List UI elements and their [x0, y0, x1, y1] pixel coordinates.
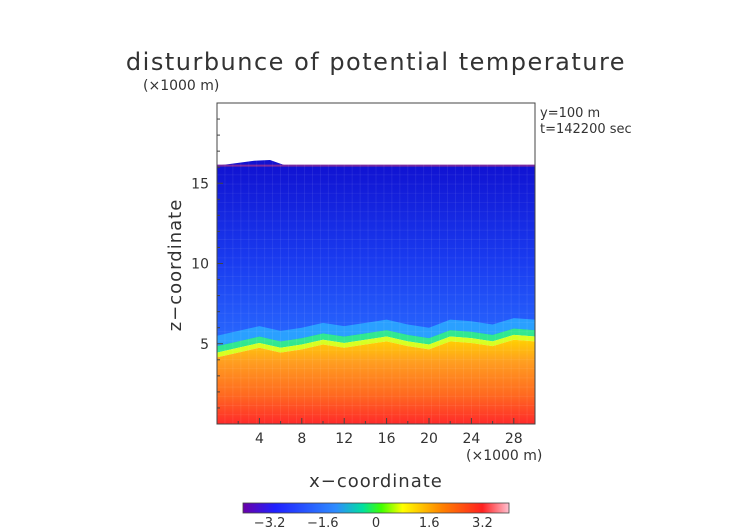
x-axis-ticks: 4 8 12 16 20 24 28 — [237, 418, 523, 447]
colorbar-tick-label: −3.2 — [254, 516, 286, 531]
x-tick-label: 4 — [255, 431, 264, 447]
y-tick-label: 5 — [200, 337, 209, 353]
x-tick-label: 8 — [297, 431, 306, 447]
y-axis-label: z−coordinate — [165, 199, 186, 332]
x-tick-label: 28 — [505, 431, 523, 447]
x-tick-label: 24 — [462, 431, 480, 447]
colorbar — [242, 502, 510, 514]
contour-texture — [217, 103, 535, 424]
y-axis-ticks: 5 10 15 — [191, 118, 223, 409]
y-tick-label: 10 — [191, 257, 209, 273]
x-unit-label: (×1000 m) — [466, 448, 542, 464]
field-layer — [217, 159, 535, 424]
colorbar-tick-label: −1.6 — [307, 516, 339, 531]
cold-region — [217, 159, 535, 347]
transition-band-green — [217, 328, 535, 353]
x-tick-label: 12 — [335, 431, 353, 447]
colorbar-tick-label: 1.6 — [419, 516, 440, 531]
z-unit-label: (×1000 m) — [143, 78, 219, 94]
colorbar-ticks: −3.2 −1.6 0 1.6 3.2 — [254, 516, 493, 531]
x-axis-label: x−coordinate — [309, 471, 443, 492]
annotation-y: y=100 m — [540, 106, 600, 121]
warm-region — [217, 339, 535, 424]
colorbar-tick-label: 3.2 — [472, 516, 493, 531]
chart-title: disturbunce of potential temperature — [126, 48, 626, 76]
colorbar-tick-label: 0 — [372, 516, 380, 531]
transition-band-cyan — [217, 318, 535, 347]
annotation-t: t=142200 sec — [540, 122, 632, 137]
transition-band-yellow — [217, 334, 535, 358]
x-tick-label: 20 — [420, 431, 438, 447]
x-tick-label: 16 — [378, 431, 396, 447]
y-tick-label: 15 — [191, 176, 209, 192]
